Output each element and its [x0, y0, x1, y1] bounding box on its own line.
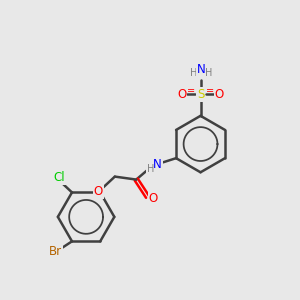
Text: H: H [205, 68, 212, 78]
Text: H: H [190, 68, 198, 78]
Text: =: = [187, 86, 195, 96]
Text: Br: Br [49, 245, 62, 258]
Text: N: N [197, 63, 206, 76]
Text: Cl: Cl [54, 171, 65, 184]
Text: N: N [153, 158, 162, 171]
Text: O: O [94, 185, 103, 198]
Text: O: O [214, 88, 224, 101]
Text: =: = [206, 86, 214, 96]
Text: O: O [149, 192, 158, 205]
Text: H: H [146, 164, 154, 174]
Text: O: O [178, 88, 187, 101]
Text: S: S [197, 88, 204, 101]
